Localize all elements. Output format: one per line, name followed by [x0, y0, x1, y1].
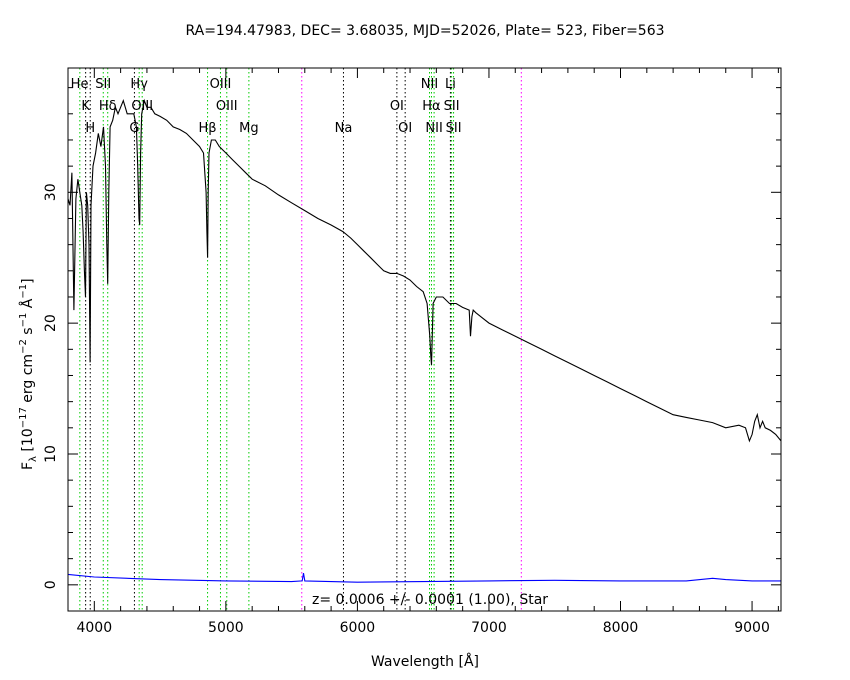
line-label: Li	[445, 77, 456, 92]
line-label: Na	[335, 121, 353, 136]
chart-annotation: z= 0.0006 +/- 0.0001 (1.00), Star	[312, 592, 548, 608]
line-label: OI	[390, 99, 404, 114]
x-tick-label: 6000	[340, 620, 376, 636]
y-tick-label: 30	[43, 183, 59, 201]
y-label-a: [10	[20, 428, 36, 456]
line-label: K	[81, 99, 90, 114]
line-label: Hγ	[130, 77, 148, 92]
line-label: SII	[444, 99, 460, 114]
x-tick-label: 5000	[208, 620, 244, 636]
y-label-lambda: λ	[28, 456, 39, 462]
spectrum-flux-line	[67, 98, 782, 443]
line-label: G	[129, 121, 139, 136]
line-label: NII	[425, 121, 442, 136]
x-tick-label: 9000	[734, 620, 770, 636]
y-tick-label: 20	[43, 314, 59, 332]
line-label: OIII	[210, 77, 232, 92]
line-label: SII	[95, 77, 111, 92]
y-label-e3: −1	[18, 313, 29, 328]
line-label: NII	[421, 77, 438, 92]
y-label-f: F	[20, 462, 36, 470]
x-axis-label: Wavelength [Å]	[371, 653, 479, 670]
y-label-e4: −1	[18, 284, 29, 299]
line-label: He	[71, 77, 89, 92]
line-label: Hβ	[199, 121, 217, 136]
plot-frame	[67, 67, 782, 612]
chart-title: RA=194.47983, DEC= 3.68035, MJD=52026, P…	[185, 23, 664, 39]
line-label: Hα	[422, 99, 440, 114]
y-label-e: ]	[20, 278, 36, 283]
y-label-c: s	[20, 327, 36, 339]
y-axis-label: Fλ [10−17 erg cm−2 s−1 Å−1]	[18, 278, 39, 470]
line-label: Hδ	[99, 99, 117, 114]
line-label: OIII	[131, 99, 153, 114]
y-label-e1: −17	[18, 407, 29, 428]
x-tick-label: 8000	[603, 620, 639, 636]
y-label-e2: −2	[18, 339, 29, 354]
line-label: SII	[446, 121, 462, 136]
x-tick-label: 4000	[76, 620, 112, 636]
spectrum-error-line	[67, 573, 781, 583]
y-axis: 0 10 20 30	[43, 87, 781, 589]
line-label: OI	[398, 121, 412, 136]
x-axis: 4000 5000 6000 7000 8000 9000	[76, 68, 779, 636]
emission-lines-layer	[79, 68, 522, 611]
series-layer	[67, 98, 782, 583]
line-label: OIII	[216, 99, 238, 114]
y-tick-label: 0	[43, 580, 59, 589]
line-label: Mg	[239, 121, 258, 136]
line-label: H	[85, 121, 95, 136]
y-label-b: erg cm	[20, 354, 36, 407]
x-tick-label: 7000	[471, 620, 507, 636]
y-tick-label: 10	[43, 445, 59, 463]
y-label-d: Å	[19, 298, 36, 312]
